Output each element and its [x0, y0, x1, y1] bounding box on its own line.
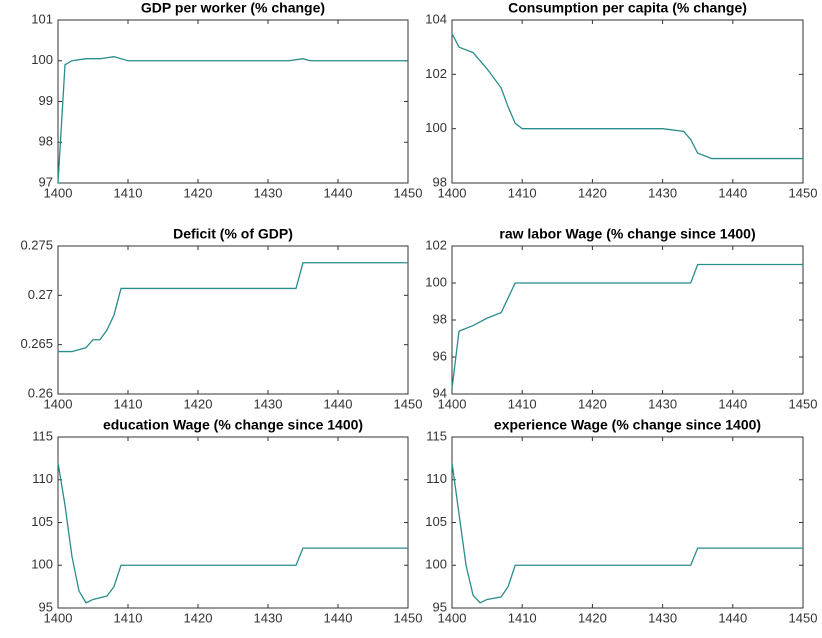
y-tick-label: 100: [425, 557, 447, 572]
y-tick-label: 0.265: [20, 336, 53, 351]
x-tick-label: 1440: [324, 610, 353, 625]
x-tick-label: 1410: [508, 610, 537, 625]
y-tick-label: 95: [433, 599, 447, 614]
y-tick-label: 0.275: [20, 237, 53, 252]
y-tick-label: 104: [425, 11, 447, 26]
x-tick-label: 1430: [648, 396, 677, 411]
chart-title: education Wage (% change since 1400): [103, 417, 363, 433]
chart-title: raw labor Wage (% change since 1400): [499, 226, 755, 242]
y-tick-label: 98: [433, 311, 447, 326]
chart-title: Deficit (% of GDP): [173, 226, 293, 242]
x-tick-label: 1400: [44, 396, 73, 411]
data-line: [57, 56, 408, 184]
data-line: [451, 263, 803, 389]
data-line: [58, 262, 408, 353]
x-tick-label: 1450: [789, 610, 818, 625]
y-tick-label: 98: [39, 134, 53, 149]
x-tick-label: 1450: [789, 185, 818, 200]
x-tick-label: 1430: [254, 185, 283, 200]
y-tick-label: 110: [32, 471, 53, 486]
x-tick-label: 1430: [254, 396, 283, 411]
y-tick-label: 100: [31, 557, 53, 572]
y-tick-label: 102: [425, 66, 447, 81]
data-line: [451, 462, 803, 604]
chart-title: GDP per worker (% change): [141, 0, 325, 16]
x-tick-label: 1450: [789, 396, 818, 411]
y-tick-label: 98: [433, 174, 447, 189]
y-tick-label: 0.27: [28, 287, 53, 302]
y-tick-label: 102: [425, 237, 447, 252]
y-tick-label: 96: [433, 348, 447, 363]
plot-frame: [57, 19, 409, 184]
data-line: [57, 462, 408, 604]
x-tick-label: 1430: [648, 185, 677, 200]
x-tick-label: 1450: [394, 185, 423, 200]
x-tick-label: 1410: [114, 185, 143, 200]
plot-frame: [57, 436, 409, 609]
x-tick-label: 1430: [254, 610, 283, 625]
x-tick-label: 1430: [648, 610, 677, 625]
y-tick-label: 110: [426, 471, 447, 486]
x-tick-label: 1400: [438, 185, 467, 200]
x-tick-label: 1410: [508, 185, 537, 200]
x-tick-label: 1440: [718, 185, 747, 200]
y-tick-label: 94: [433, 385, 447, 400]
y-tick-label: 105: [31, 514, 53, 529]
y-tick-label: 97: [39, 174, 53, 189]
x-tick-label: 1420: [578, 185, 607, 200]
x-tick-label: 1420: [578, 610, 607, 625]
x-tick-label: 1440: [718, 610, 747, 625]
x-tick-label: 1400: [438, 396, 467, 411]
x-tick-label: 1400: [44, 610, 73, 625]
x-tick-label: 1420: [184, 610, 213, 625]
plot-frame: [451, 245, 804, 395]
x-tick-label: 1400: [44, 185, 73, 200]
y-tick-label: 0.26: [28, 385, 53, 400]
y-tick-label: 101: [31, 11, 53, 26]
y-tick-label: 100: [425, 120, 447, 135]
x-tick-label: 1410: [114, 396, 143, 411]
plot-frame: [451, 19, 804, 184]
y-tick-label: 100: [425, 274, 447, 289]
y-tick-label: 95: [39, 599, 53, 614]
x-tick-label: 1400: [438, 610, 467, 625]
y-tick-label: 99: [39, 93, 53, 108]
x-tick-label: 1440: [324, 396, 353, 411]
plot-frame: [451, 436, 804, 609]
y-tick-label: 115: [32, 428, 53, 443]
x-tick-label: 1450: [394, 396, 423, 411]
x-tick-label: 1410: [508, 396, 537, 411]
chart-title: Consumption per capita (% change): [508, 0, 747, 16]
y-tick-label: 105: [425, 514, 447, 529]
x-tick-label: 1440: [718, 396, 747, 411]
x-tick-label: 1420: [184, 396, 213, 411]
x-tick-label: 1410: [114, 610, 143, 625]
x-tick-label: 1450: [394, 610, 423, 625]
x-tick-label: 1420: [184, 185, 213, 200]
x-tick-label: 1440: [324, 185, 353, 200]
plot-frame: [57, 245, 409, 395]
y-tick-label: 100: [31, 52, 53, 67]
chart-title: experience Wage (% change since 1400): [494, 417, 761, 433]
data-line: [451, 33, 803, 160]
y-tick-label: 115: [426, 428, 447, 443]
x-tick-label: 1420: [578, 396, 607, 411]
